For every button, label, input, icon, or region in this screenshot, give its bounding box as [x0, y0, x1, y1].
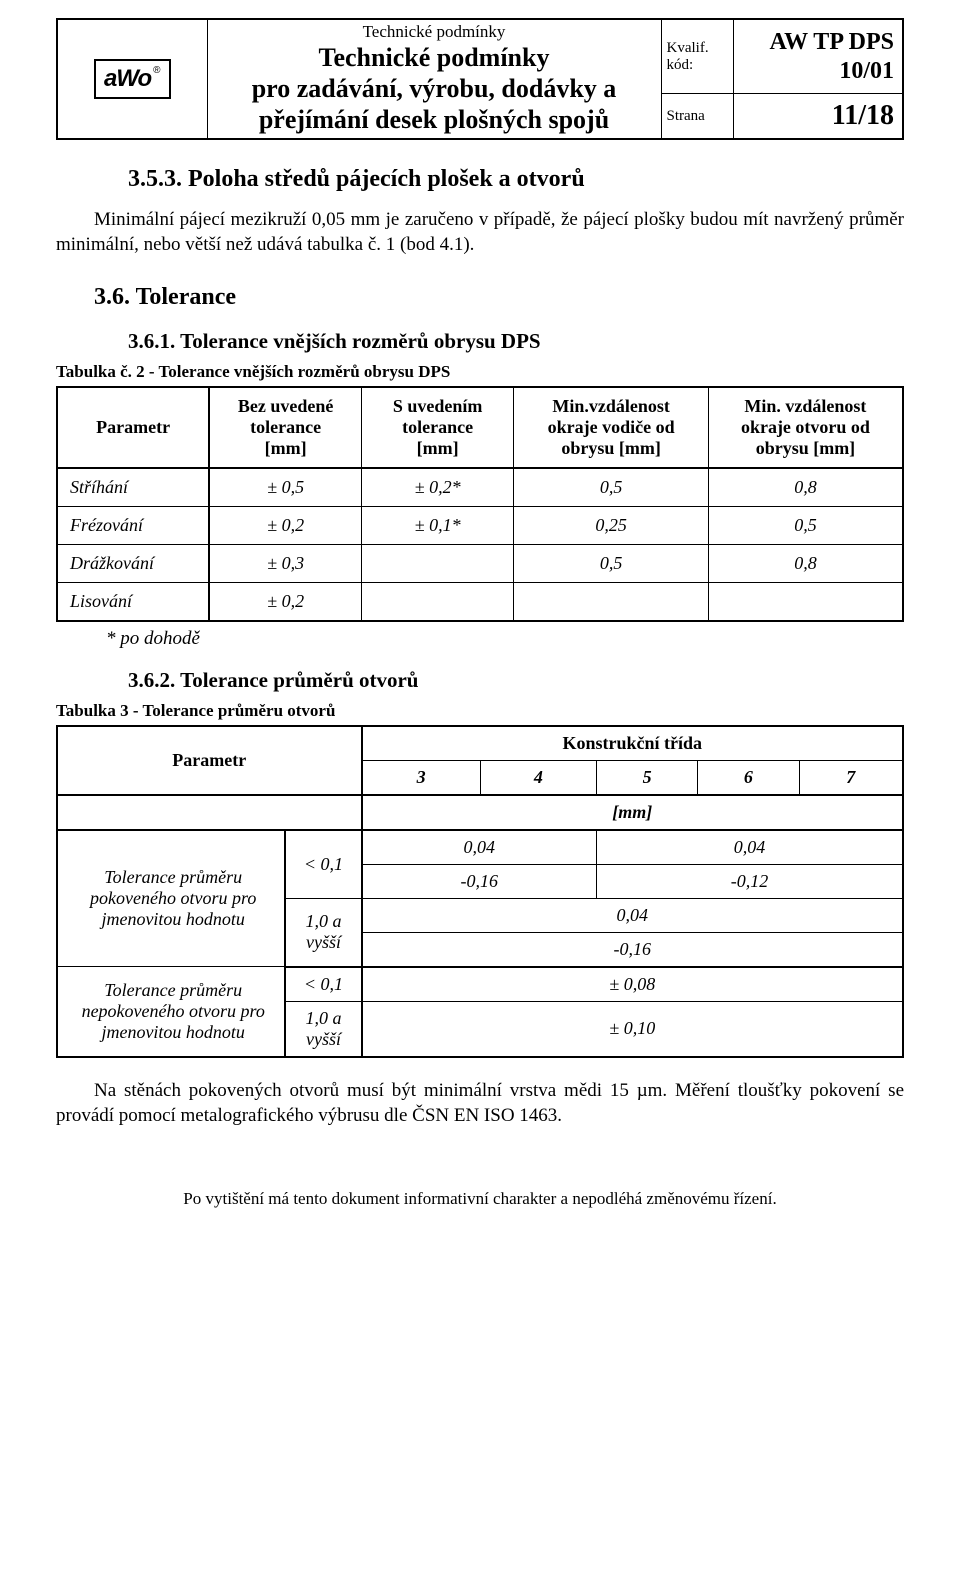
section-36-title: Tolerance	[136, 284, 236, 310]
table2-caption: Tabulka č. 2 - Tolerance vnějších rozměr…	[56, 362, 904, 382]
kod-label: Kvalif. kód:	[661, 19, 733, 94]
t2-h-c4: Min. vzdálenost okraje otvoru od obrysu …	[708, 387, 903, 468]
header-main-title-1: Technické podmínky	[214, 42, 655, 73]
section-361-title: Tolerance vnějších rozměrů obrysu DPS	[180, 329, 540, 353]
header-title-cell: Technické podmínky Technické podmínky pr…	[207, 19, 661, 139]
closing-text: Na stěnách pokovených otvorů musí být mi…	[56, 1078, 904, 1129]
t3-r1-sub1: < 0,1	[285, 830, 361, 899]
header-main-title-2: pro zadávání, výrobu, dodávky a přejímán…	[214, 73, 655, 135]
section-36-heading: 3.6. Tolerance	[94, 284, 904, 311]
section-353-text: Minimální pájecí mezikruží 0,05 mm je za…	[56, 207, 904, 258]
t2-h-c2: S uvedením tolerance [mm]	[362, 387, 514, 468]
t2-h-c3: Min.vzdálenost okraje vodiče od obrysu […	[514, 387, 709, 468]
logo-text: aWo	[104, 65, 151, 92]
logo-cell: aWo®	[57, 19, 207, 139]
section-362-heading: 3.6.2. Tolerance průměrů otvorů	[128, 668, 904, 693]
t3-r2-label: Tolerance průměru nepokoveného otvoru pr…	[57, 967, 285, 1057]
t3-r2-sub2: 1,0 a vyšší	[285, 1001, 361, 1057]
section-361-heading: 3.6.1. Tolerance vnějších rozměrů obrysu…	[128, 329, 904, 354]
logo-reg: ®	[153, 65, 160, 76]
t3-r2-sub1: < 0,1	[285, 967, 361, 1002]
t3-col-4: 4	[480, 760, 596, 795]
t3-h-kt: Konstrukční třída	[362, 726, 903, 761]
t3-col-6: 6	[698, 760, 799, 795]
section-36-num: 3.6.	[94, 284, 130, 310]
strana-label: Strana	[661, 94, 733, 139]
t3-h-param: Parametr	[57, 726, 362, 795]
table-row: Drážkování ± 0,3 0,5 0,8	[57, 544, 903, 582]
section-353-num: 3.5.3.	[128, 166, 182, 192]
table-row: Frézování ± 0,2 ± 0,1* 0,25 0,5	[57, 506, 903, 544]
doc-code-l2: 10/01	[742, 57, 895, 86]
table-row: Tolerance průměru pokoveného otvoru pro …	[57, 830, 903, 865]
table3-caption: Tabulka 3 - Tolerance průměru otvorů	[56, 701, 904, 721]
page-number: 11/18	[733, 94, 903, 139]
t2-h-c1: Bez uvedené tolerance [mm]	[209, 387, 361, 468]
section-362-num: 3.6.2.	[128, 668, 175, 692]
section-353-title: Poloha středů pájecích plošek a otvorů	[188, 166, 585, 192]
t3-col-7: 7	[799, 760, 903, 795]
footer-text: Po vytištění má tento dokument informati…	[56, 1189, 904, 1209]
table-2: Parametr Bez uvedené tolerance [mm] S uv…	[56, 386, 904, 622]
section-361-num: 3.6.1.	[128, 329, 175, 353]
table-row: Stříhání ± 0,5 ± 0,2* 0,5 0,8	[57, 468, 903, 507]
t3-col-5: 5	[596, 760, 697, 795]
table-row: Tolerance průměru nepokoveného otvoru pr…	[57, 967, 903, 1002]
t3-r1-label: Tolerance průměru pokoveného otvoru pro …	[57, 830, 285, 967]
section-353-heading: 3.5.3. Poloha středů pájecích plošek a o…	[128, 166, 904, 193]
logo: aWo®	[94, 59, 171, 99]
table2-note: * po dohodě	[106, 628, 904, 650]
section-362-title: Tolerance průměrů otvorů	[180, 668, 418, 692]
doc-code: AW TP DPS 10/01	[733, 19, 903, 94]
header-small-title: Technické podmínky	[214, 22, 655, 42]
t3-unit: [mm]	[362, 795, 903, 830]
document-header: aWo® Technické podmínky Technické podmín…	[56, 18, 904, 140]
t3-r1-sub2: 1,0 a vyšší	[285, 898, 361, 967]
table-row: Lisování ± 0,2	[57, 582, 903, 621]
table-3: Parametr Konstrukční třída 3 4 5 6 7 [mm…	[56, 725, 904, 1058]
doc-code-l1: AW TP DPS	[742, 28, 895, 57]
t2-h-param: Parametr	[57, 387, 209, 468]
t3-col-3: 3	[362, 760, 481, 795]
